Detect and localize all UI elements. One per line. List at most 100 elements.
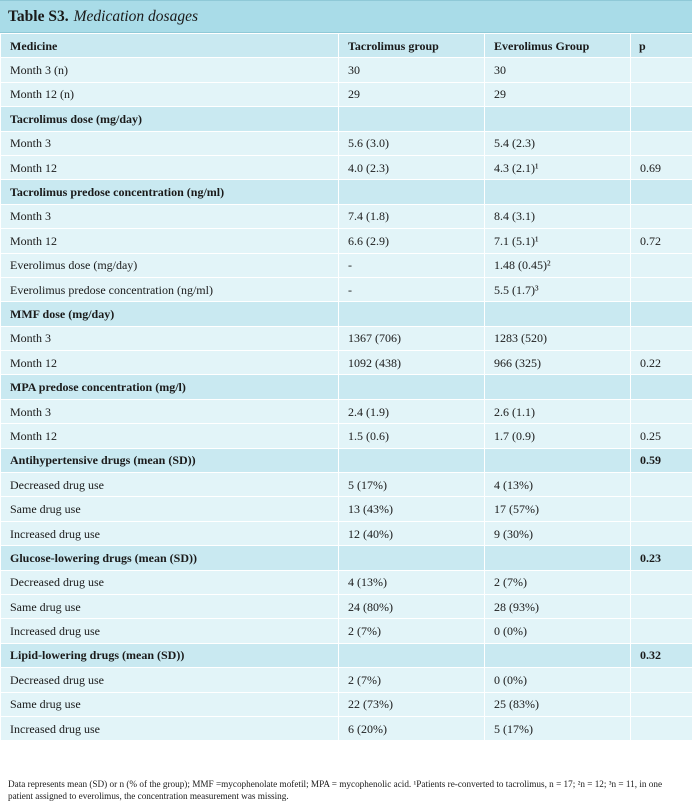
- table-row: Decreased drug use 4 (13%) 2 (7%): [0, 569, 693, 595]
- table-row: Same drug use 13 (43%) 17 (57%): [0, 496, 693, 522]
- p-value-cell: [630, 569, 693, 595]
- medicine-cell: Month 3: [0, 130, 339, 156]
- medicine-cell: Month 3: [0, 203, 339, 230]
- everolimus-cell: [484, 642, 631, 669]
- tacrolimus-cell: 2.4 (1.9): [338, 398, 485, 425]
- p-value-cell: [630, 57, 693, 83]
- p-value-cell: [630, 715, 693, 742]
- p-value-cell: [630, 252, 693, 278]
- medicine-cell: Tacrolimus predose concentration (ng/ml): [0, 179, 339, 205]
- medicine-cell: Increased drug use: [0, 715, 339, 742]
- tacrolimus-cell: 4.0 (2.3): [338, 154, 485, 181]
- table-row: Everolimus predose concentration (ng/ml)…: [0, 276, 693, 303]
- tacrolimus-cell: 29: [338, 81, 485, 108]
- header-row: Medicine Tacrolimus group Everolimus Gro…: [0, 32, 693, 59]
- table-row: Month 3 2.4 (1.9) 2.6 (1.1): [0, 398, 693, 425]
- everolimus-cell: 966 (325): [484, 350, 631, 376]
- table-caption: Medication dosages: [73, 8, 199, 25]
- tacrolimus-cell: [338, 545, 485, 571]
- section-row: Lipid-lowering drugs (mean (SD)) 0.32: [0, 642, 693, 669]
- everolimus-cell: [484, 106, 631, 132]
- everolimus-cell: 30: [484, 57, 631, 83]
- everolimus-cell: 0 (0%): [484, 667, 631, 693]
- everolimus-cell: 9 (30%): [484, 520, 631, 547]
- medicine-cell: MPA predose concentration (mg/l): [0, 374, 339, 400]
- column-header-everolimus: Everolimus Group: [484, 32, 631, 59]
- table-row: Increased drug use 6 (20%) 5 (17%): [0, 715, 693, 742]
- table-row: Increased drug use 2 (7%) 0 (0%): [0, 618, 693, 644]
- everolimus-cell: 7.1 (5.1)¹: [484, 228, 631, 254]
- everolimus-cell: 28 (93%): [484, 593, 631, 620]
- medication-dosages-table: Medicine Tacrolimus group Everolimus Gro…: [0, 32, 693, 742]
- medicine-cell: Month 3: [0, 398, 339, 425]
- medicine-cell: Month 12: [0, 228, 339, 254]
- section-row: Antihypertensive drugs (mean (SD)) 0.59: [0, 447, 693, 474]
- everolimus-cell: 5 (17%): [484, 715, 631, 742]
- p-value-cell: [630, 398, 693, 425]
- p-value-cell: [630, 81, 693, 108]
- p-value-cell: [630, 106, 693, 132]
- table-title-bar: Table S3. Medication dosages: [0, 0, 692, 33]
- p-value-cell: [630, 276, 693, 303]
- medicine-cell: Tacrolimus dose (mg/day): [0, 106, 339, 132]
- tacrolimus-cell: 1367 (706): [338, 325, 485, 352]
- medicine-cell: Month 12: [0, 154, 339, 181]
- p-value-cell: [630, 325, 693, 352]
- everolimus-cell: [484, 374, 631, 400]
- tacrolimus-cell: [338, 301, 485, 327]
- p-value-cell: [630, 301, 693, 327]
- table-row: Month 12 6.6 (2.9) 7.1 (5.1)¹ 0.72: [0, 228, 693, 254]
- p-value-cell: [630, 691, 693, 717]
- everolimus-cell: 5.4 (2.3): [484, 130, 631, 156]
- everolimus-cell: 0 (0%): [484, 618, 631, 644]
- p-value-cell: 0.25: [630, 423, 693, 449]
- everolimus-cell: 1.7 (0.9): [484, 423, 631, 449]
- tacrolimus-cell: 5.6 (3.0): [338, 130, 485, 156]
- medicine-cell: Month 12: [0, 423, 339, 449]
- medicine-cell: Glucose-lowering drugs (mean (SD)): [0, 545, 339, 571]
- medicine-cell: Decreased drug use: [0, 569, 339, 595]
- column-header-tacrolimus: Tacrolimus group: [338, 32, 485, 59]
- p-value-cell: [630, 203, 693, 230]
- tacrolimus-cell: 1.5 (0.6): [338, 423, 485, 449]
- medicine-cell: Same drug use: [0, 691, 339, 717]
- p-value-cell: 0.23: [630, 545, 693, 571]
- everolimus-cell: 2 (7%): [484, 569, 631, 595]
- everolimus-cell: 25 (83%): [484, 691, 631, 717]
- table-row: Month 12 1.5 (0.6) 1.7 (0.9) 0.25: [0, 423, 693, 449]
- p-value-cell: 0.32: [630, 642, 693, 669]
- medicine-cell: Month 12: [0, 350, 339, 376]
- everolimus-cell: [484, 447, 631, 474]
- table-row: Increased drug use 12 (40%) 9 (30%): [0, 520, 693, 547]
- p-value-cell: [630, 496, 693, 522]
- medicine-cell: Same drug use: [0, 593, 339, 620]
- table-footnote: Data represents mean (SD) or n (% of the…: [8, 779, 663, 801]
- everolimus-cell: [484, 301, 631, 327]
- table-row: Month 3 5.6 (3.0) 5.4 (2.3): [0, 130, 693, 156]
- medicine-cell: Month 3 (n): [0, 57, 339, 83]
- tacrolimus-cell: 2 (7%): [338, 667, 485, 693]
- medicine-cell: Decreased drug use: [0, 667, 339, 693]
- table-row: Decreased drug use 5 (17%) 4 (13%): [0, 472, 693, 498]
- medicine-cell: Increased drug use: [0, 618, 339, 644]
- medicine-cell: Everolimus predose concentration (ng/ml): [0, 276, 339, 303]
- everolimus-cell: 4 (13%): [484, 472, 631, 498]
- everolimus-cell: 17 (57%): [484, 496, 631, 522]
- everolimus-cell: 5.5 (1.7)³: [484, 276, 631, 303]
- tacrolimus-cell: [338, 642, 485, 669]
- table-row: Month 12 1092 (438) 966 (325) 0.22: [0, 350, 693, 376]
- table-number: Table S3.: [8, 8, 69, 25]
- table-title: Table S3. Medication dosages: [8, 7, 198, 27]
- tacrolimus-cell: 24 (80%): [338, 593, 485, 620]
- medicine-cell: Decreased drug use: [0, 472, 339, 498]
- tacrolimus-cell: [338, 447, 485, 474]
- medicine-cell: Antihypertensive drugs (mean (SD)): [0, 447, 339, 474]
- everolimus-cell: 1283 (520): [484, 325, 631, 352]
- tacrolimus-cell: 22 (73%): [338, 691, 485, 717]
- p-value-cell: [630, 520, 693, 547]
- section-row: Glucose-lowering drugs (mean (SD)) 0.23: [0, 545, 693, 571]
- p-value-cell: 0.72: [630, 228, 693, 254]
- everolimus-cell: 1.48 (0.45)²: [484, 252, 631, 278]
- p-value-cell: 0.59: [630, 447, 693, 474]
- medicine-cell: Everolimus dose (mg/day): [0, 252, 339, 278]
